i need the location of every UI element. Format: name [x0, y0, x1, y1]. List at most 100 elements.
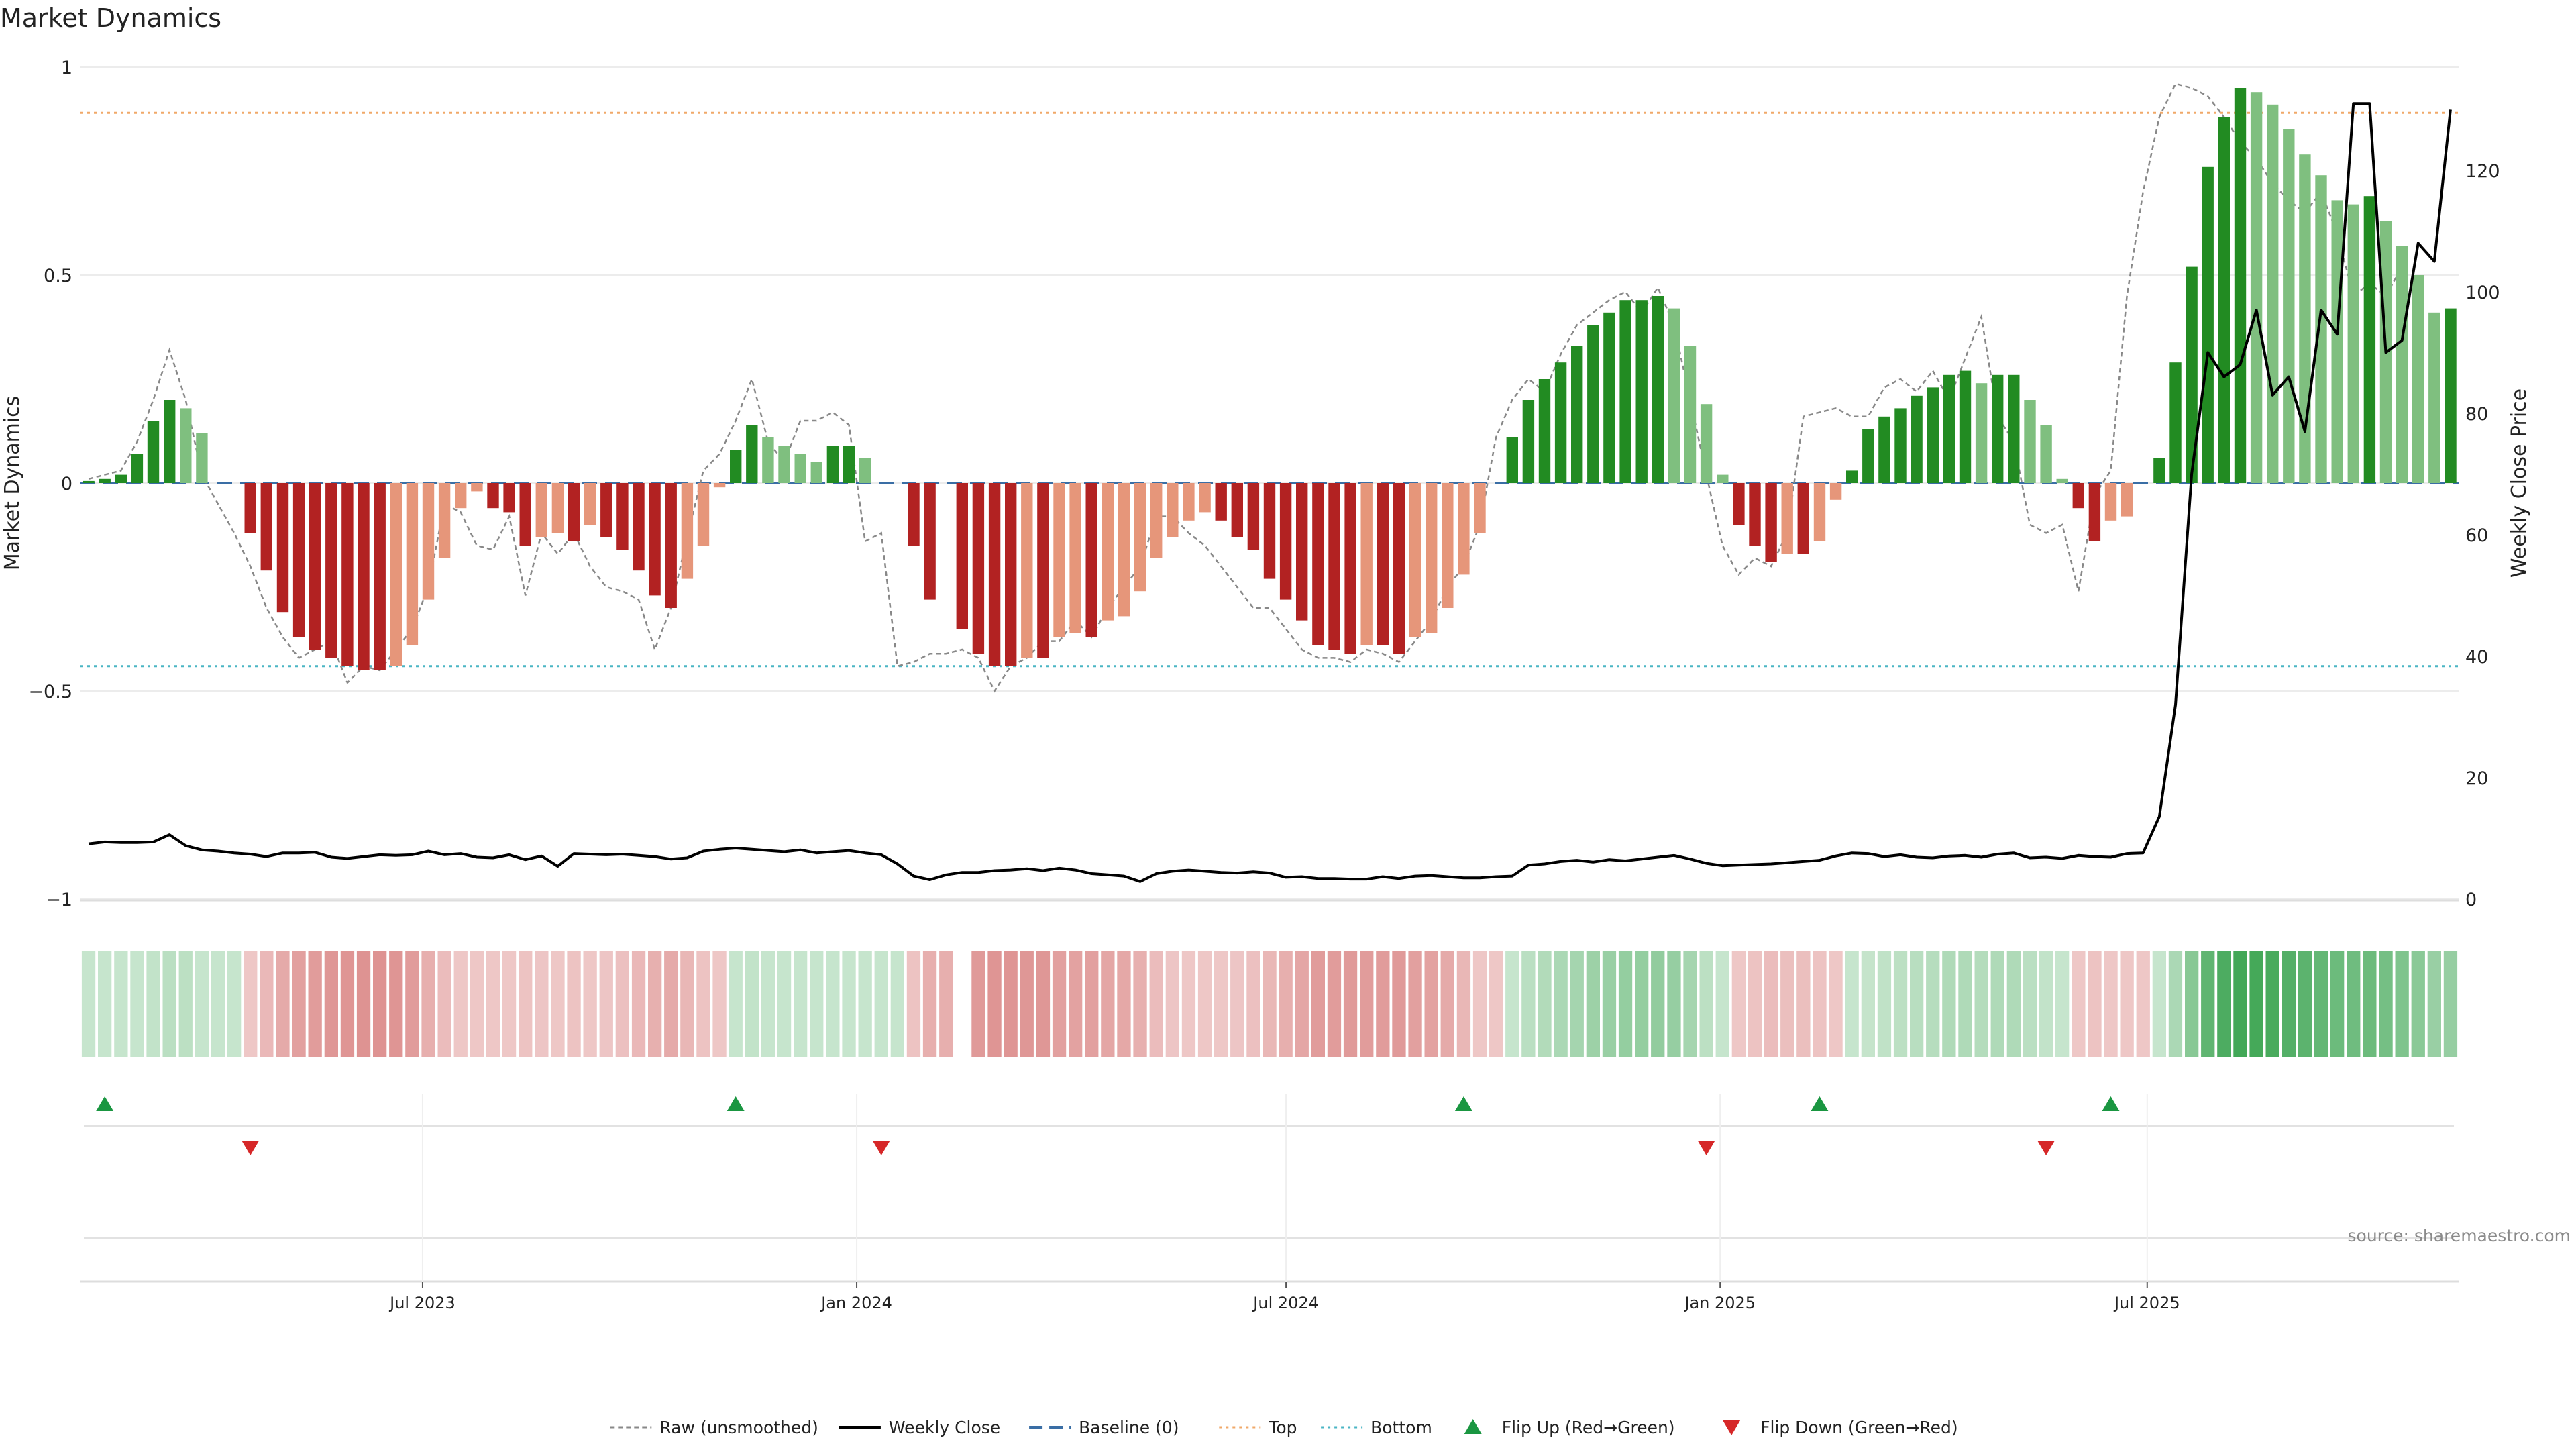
- bar: [1037, 483, 1049, 658]
- bar: [551, 483, 564, 533]
- bar: [374, 483, 386, 670]
- flip-panel: [80, 1094, 2459, 1283]
- strip-cell: [2168, 951, 2183, 1057]
- bar: [988, 483, 1001, 666]
- bar: [681, 483, 694, 579]
- strip-cell: [421, 951, 435, 1057]
- bar: [1813, 483, 1826, 541]
- strip-cell: [1538, 951, 1552, 1057]
- strip-cell: [1683, 951, 1697, 1057]
- bar: [2283, 129, 2295, 483]
- strip-cell: [535, 951, 549, 1057]
- bar: [1183, 483, 1195, 521]
- strip-cell: [826, 951, 840, 1057]
- strip-cell: [437, 951, 451, 1057]
- y2-tick-label: 0: [2465, 890, 2477, 911]
- strip-cell: [519, 951, 533, 1057]
- raw-line: [88, 83, 2403, 693]
- strip-cell: [1246, 951, 1260, 1057]
- strip-cell: [195, 951, 209, 1057]
- strip-cell: [777, 951, 792, 1057]
- strip-cell: [1052, 951, 1067, 1057]
- strip-cell: [858, 951, 872, 1057]
- bar: [2104, 483, 2117, 521]
- strip-cell: [664, 951, 678, 1057]
- flip-up-marker: [1811, 1096, 1829, 1111]
- bar: [1506, 437, 1518, 483]
- bar: [487, 483, 499, 509]
- strip-cell: [2282, 951, 2296, 1057]
- strip-cell: [2217, 951, 2231, 1057]
- x-tick-label: Jul 2025: [2113, 1294, 2180, 1312]
- bar: [2072, 483, 2084, 509]
- flip-up-marker: [96, 1096, 114, 1111]
- strip-cell: [1845, 951, 1859, 1057]
- bar: [1263, 483, 1276, 579]
- bar: [1992, 374, 2004, 483]
- y2-tick-label: 100: [2465, 282, 2500, 303]
- strip-cell: [2347, 951, 2361, 1057]
- strip-cell: [81, 951, 96, 1057]
- strip-cell: [1990, 951, 2004, 1057]
- flip-up-marker: [1454, 1096, 1472, 1111]
- bar: [292, 483, 305, 637]
- strip-cell: [2427, 951, 2441, 1057]
- strip-cell: [1020, 951, 1034, 1057]
- bar: [1053, 483, 1065, 637]
- bar: [1635, 300, 1648, 483]
- bar: [1927, 387, 1939, 483]
- strip-cell: [906, 951, 921, 1057]
- strip-cell: [2379, 951, 2393, 1057]
- bar: [164, 400, 176, 483]
- strip-cell: [1408, 951, 1422, 1057]
- strip-cell: [470, 951, 484, 1057]
- strip-cell: [680, 951, 694, 1057]
- x-tick-label: Jul 2024: [1252, 1294, 1319, 1312]
- strip-cell: [2363, 951, 2377, 1057]
- bar: [746, 425, 758, 483]
- strip-cell: [2411, 951, 2425, 1057]
- legend-item-top: Top: [1219, 1418, 1297, 1437]
- bar: [633, 483, 645, 571]
- bar: [2169, 362, 2182, 483]
- strip-cell: [2152, 951, 2166, 1057]
- strip-cell: [486, 951, 500, 1057]
- x-tick-label: Jul 2023: [388, 1294, 455, 1312]
- regime-strip: [81, 951, 2458, 1057]
- bar: [1652, 296, 1664, 483]
- bar: [1102, 483, 1114, 621]
- chart-title: Market Dynamics: [0, 3, 221, 33]
- y2-tick-label: 60: [2465, 525, 2488, 546]
- bar: [762, 437, 774, 483]
- legend-swatch: [1464, 1419, 1482, 1434]
- legend-item-bottom: Bottom: [1321, 1418, 1432, 1437]
- bar: [503, 483, 515, 513]
- bar: [406, 483, 419, 645]
- strip-cell: [1926, 951, 1940, 1057]
- bar: [584, 483, 596, 525]
- strip-cell: [1214, 951, 1228, 1057]
- bar: [1943, 374, 1955, 483]
- strip-cell: [1829, 951, 1843, 1057]
- y-axis-label: Market Dynamics: [1, 396, 24, 571]
- close-line: [88, 102, 2452, 883]
- bar: [826, 446, 839, 483]
- strip-cell: [1424, 951, 1438, 1057]
- legend-label: Flip Up (Red→Green): [1502, 1418, 1675, 1437]
- bar: [972, 483, 985, 654]
- flip-down-marker: [1697, 1141, 1715, 1155]
- strip-cell: [502, 951, 517, 1057]
- flip-down-marker: [241, 1141, 260, 1155]
- strip-cell: [1085, 951, 1099, 1057]
- strip-cell: [1651, 951, 1665, 1057]
- strip-cell: [2072, 951, 2086, 1057]
- bar: [1684, 346, 1697, 483]
- bar: [2299, 154, 2311, 483]
- bar: [1797, 483, 1809, 554]
- strip-cell: [1101, 951, 1115, 1057]
- strip-cell: [1877, 951, 1892, 1057]
- strip-cell: [599, 951, 613, 1057]
- bar: [455, 483, 467, 509]
- strip-cell: [1149, 951, 1163, 1057]
